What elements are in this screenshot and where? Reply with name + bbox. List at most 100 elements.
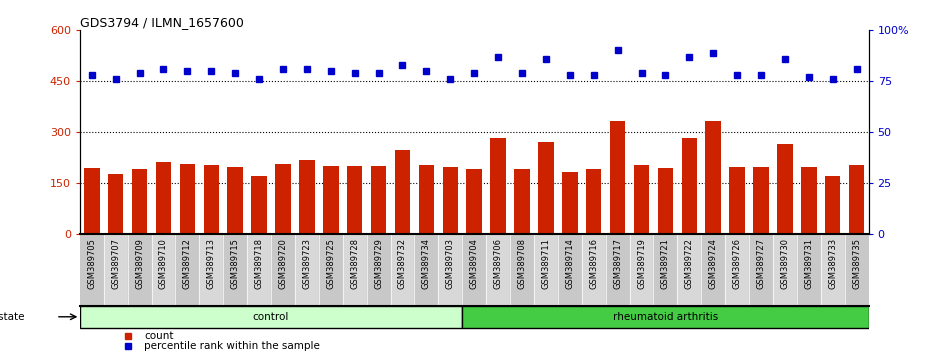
Text: GSM389732: GSM389732: [398, 238, 407, 289]
Bar: [199, 234, 223, 306]
Text: GSM389717: GSM389717: [613, 238, 623, 289]
Bar: [128, 234, 151, 306]
Bar: [176, 234, 199, 306]
Bar: [467, 169, 482, 234]
Bar: [753, 167, 769, 234]
Bar: [419, 165, 434, 234]
Text: GSM389720: GSM389720: [279, 238, 287, 289]
Bar: [439, 234, 462, 306]
Bar: [682, 138, 697, 234]
Bar: [394, 150, 410, 234]
Text: GSM389728: GSM389728: [350, 238, 360, 289]
Bar: [151, 234, 176, 306]
Bar: [773, 234, 797, 306]
Bar: [247, 234, 271, 306]
Bar: [677, 234, 701, 306]
Bar: [777, 144, 793, 234]
Bar: [634, 165, 649, 234]
Text: GSM389716: GSM389716: [589, 238, 598, 289]
Bar: [462, 306, 869, 328]
Bar: [629, 234, 654, 306]
Text: percentile rank within the sample: percentile rank within the sample: [145, 341, 320, 351]
Bar: [586, 169, 602, 234]
Text: GSM389731: GSM389731: [805, 238, 813, 289]
Bar: [103, 234, 128, 306]
Bar: [346, 166, 362, 234]
Bar: [414, 234, 439, 306]
Bar: [179, 164, 195, 234]
Bar: [801, 167, 817, 234]
Bar: [275, 164, 291, 234]
Bar: [538, 142, 554, 234]
Text: GSM389710: GSM389710: [159, 238, 168, 289]
Bar: [534, 234, 558, 306]
Bar: [845, 234, 869, 306]
Bar: [204, 165, 219, 234]
Text: GSM389727: GSM389727: [757, 238, 765, 289]
Bar: [515, 169, 530, 234]
Bar: [462, 234, 486, 306]
Text: GSM389706: GSM389706: [494, 238, 502, 289]
Bar: [654, 234, 677, 306]
Bar: [510, 234, 534, 306]
Bar: [725, 234, 749, 306]
Text: GSM389715: GSM389715: [231, 238, 239, 289]
Text: GSM389723: GSM389723: [302, 238, 312, 289]
Bar: [391, 234, 414, 306]
Text: GSM389708: GSM389708: [517, 238, 527, 289]
Text: GSM389714: GSM389714: [565, 238, 575, 289]
Bar: [797, 234, 821, 306]
Bar: [323, 166, 339, 234]
Bar: [730, 167, 745, 234]
Text: count: count: [145, 331, 174, 341]
Text: GSM389713: GSM389713: [207, 238, 216, 289]
Text: GSM389703: GSM389703: [446, 238, 454, 289]
Bar: [749, 234, 773, 306]
Bar: [606, 234, 629, 306]
Text: GSM389726: GSM389726: [732, 238, 742, 289]
Bar: [442, 167, 458, 234]
Bar: [319, 234, 343, 306]
Bar: [84, 168, 100, 234]
Text: GSM389707: GSM389707: [111, 238, 120, 289]
Bar: [223, 234, 247, 306]
Bar: [343, 234, 366, 306]
Bar: [558, 234, 582, 306]
Text: GSM389733: GSM389733: [828, 238, 838, 289]
Text: GSM389722: GSM389722: [685, 238, 694, 289]
Text: GSM389704: GSM389704: [470, 238, 479, 289]
Text: GSM389724: GSM389724: [709, 238, 717, 289]
Bar: [271, 234, 295, 306]
Bar: [80, 234, 103, 306]
Text: GSM389718: GSM389718: [254, 238, 264, 289]
Bar: [366, 234, 391, 306]
Bar: [701, 234, 725, 306]
Bar: [300, 160, 315, 234]
Bar: [609, 121, 625, 234]
Text: GSM389729: GSM389729: [374, 238, 383, 289]
Text: GSM389734: GSM389734: [422, 238, 431, 289]
Bar: [80, 306, 462, 328]
Bar: [562, 172, 577, 234]
Bar: [657, 168, 673, 234]
Text: GSM389721: GSM389721: [661, 238, 670, 289]
Text: control: control: [253, 312, 289, 322]
Bar: [825, 176, 840, 234]
Bar: [156, 162, 171, 234]
Bar: [252, 176, 267, 234]
Text: GSM389709: GSM389709: [135, 238, 144, 289]
Text: rheumatoid arthritis: rheumatoid arthritis: [613, 312, 718, 322]
Text: GDS3794 / ILMN_1657600: GDS3794 / ILMN_1657600: [80, 16, 244, 29]
Text: GSM389711: GSM389711: [542, 238, 550, 289]
Bar: [705, 121, 721, 234]
Bar: [486, 234, 510, 306]
Bar: [490, 138, 506, 234]
Bar: [295, 234, 319, 306]
Bar: [821, 234, 845, 306]
Text: GSM389735: GSM389735: [852, 238, 861, 289]
Bar: [849, 165, 865, 234]
Text: GSM389712: GSM389712: [183, 238, 192, 289]
Text: disease state: disease state: [0, 312, 24, 322]
Text: GSM389705: GSM389705: [87, 238, 97, 289]
Bar: [371, 166, 386, 234]
